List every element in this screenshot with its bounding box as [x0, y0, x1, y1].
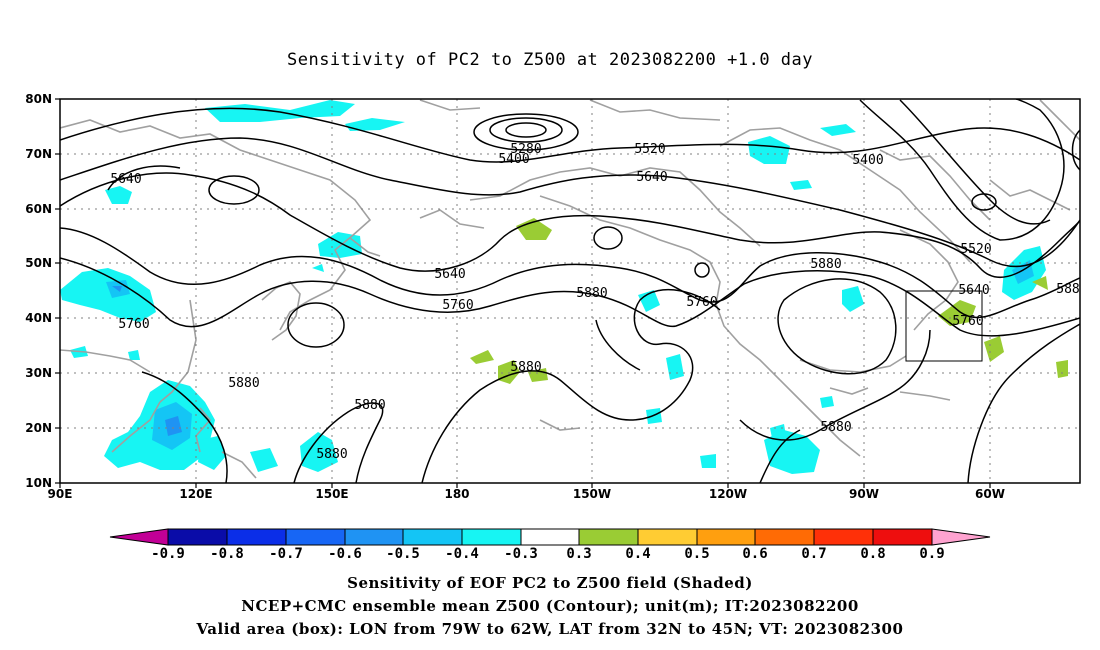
colorbar-segment [872, 528, 933, 546]
colorbar-segment [226, 528, 287, 546]
contour-label: 5400 [498, 152, 529, 167]
valid-area-box [905, 290, 983, 362]
contour-label: 5280 [510, 142, 541, 157]
colorbar-label: 0.9 [919, 546, 944, 562]
colorbar-label: -0.7 [269, 546, 303, 562]
colorbar-label: 0.4 [625, 546, 650, 562]
coastlines [60, 99, 1080, 479]
contour-label: 5760 [952, 314, 983, 329]
contour-label: 5640 [636, 170, 667, 185]
contour-label: 5400 [852, 153, 883, 168]
colorbar-segment [461, 528, 522, 546]
axis-ticks [55, 98, 991, 488]
lat-label-50n: 50N [25, 256, 52, 270]
colorbar-segment [402, 528, 463, 546]
lat-label-10n: 10N [25, 476, 52, 490]
caption-line-3: Valid area (box): LON from 79W to 62W, L… [196, 620, 904, 638]
sensitivity-shading [60, 100, 1068, 474]
graticule [60, 99, 1080, 483]
contour-label: 5520 [634, 142, 665, 157]
colorbar-segment [344, 528, 404, 546]
contour-label: 5880 [354, 398, 385, 413]
lon-label-150w: 150W [573, 487, 611, 501]
colorbar-segment [167, 528, 228, 546]
colorbar-label: 0.5 [684, 546, 709, 562]
lon-label-60w: 60W [975, 487, 1005, 501]
caption-line-2: NCEP+CMC ensemble mean Z500 (Contour); u… [241, 597, 859, 615]
chart-title: Sensitivity of PC2 to Z500 at 2023082200… [286, 50, 813, 70]
lon-label-90w: 90W [849, 487, 879, 501]
contour-label: 588 [1056, 282, 1079, 297]
contour-labels: 5280 5400 5520 5400 5640 5640 5640 5760 … [110, 142, 1079, 462]
colorbar-segment [696, 528, 756, 546]
lat-label-70n: 70N [25, 147, 52, 161]
z500-contours [60, 99, 1080, 483]
contour-label: 5520 [960, 242, 991, 257]
colorbar: -0.9 -0.8 -0.7 -0.6 -0.5 -0.4 -0.3 0.3 0… [109, 528, 991, 562]
contour-label: 5880 [810, 257, 841, 272]
contour-label: 5760 [118, 317, 149, 332]
lat-label-40n: 40N [25, 311, 52, 325]
contour-label: 5880 [576, 286, 607, 301]
lat-label-80n: 80N [25, 92, 52, 106]
lat-label-20n: 20N [25, 421, 52, 435]
lon-label-120e: 120E [179, 487, 212, 501]
colorbar-segment [520, 528, 580, 546]
lon-label-180: 180 [444, 487, 469, 501]
contour-label: 5880 [510, 360, 541, 375]
contour-label: 5640 [110, 172, 141, 187]
caption-line-1: Sensitivity of EOF PC2 to Z500 field (Sh… [347, 574, 753, 592]
colorbar-segment [578, 528, 639, 546]
colorbar-label: 0.6 [742, 546, 767, 562]
contour-label: 5760 [442, 298, 473, 313]
colorbar-segment [637, 528, 698, 546]
colorbar-label: 0.7 [801, 546, 826, 562]
map-frame [59, 98, 1081, 484]
colorbar-label: 0.8 [860, 546, 885, 562]
colorbar-segment [754, 528, 815, 546]
lon-label-120w: 120W [709, 487, 747, 501]
colorbar-label: -0.3 [504, 546, 538, 562]
lat-label-30n: 30N [25, 366, 52, 380]
colorbar-label: -0.4 [445, 546, 479, 562]
colorbar-label: -0.9 [151, 546, 185, 562]
colorbar-label: -0.5 [386, 546, 420, 562]
colorbar-segment [285, 528, 346, 546]
lon-label-150e: 150E [315, 487, 348, 501]
colorbar-label: -0.8 [210, 546, 244, 562]
contour-label: 5640 [958, 283, 989, 298]
contour-label: 5760 [686, 295, 717, 310]
contour-label: 5880 [316, 447, 347, 462]
contour-label: 5880 [228, 376, 259, 391]
colorbar-high-arrow [931, 528, 991, 546]
colorbar-low-arrow [109, 528, 169, 546]
colorbar-label: 0.3 [566, 546, 591, 562]
colorbar-label: -0.6 [328, 546, 362, 562]
contour-label: 5880 [820, 420, 851, 435]
colorbar-segment [813, 528, 874, 546]
lat-label-60n: 60N [25, 202, 52, 216]
lon-label-90e: 90E [48, 487, 73, 501]
contour-label: 5640 [434, 267, 465, 282]
